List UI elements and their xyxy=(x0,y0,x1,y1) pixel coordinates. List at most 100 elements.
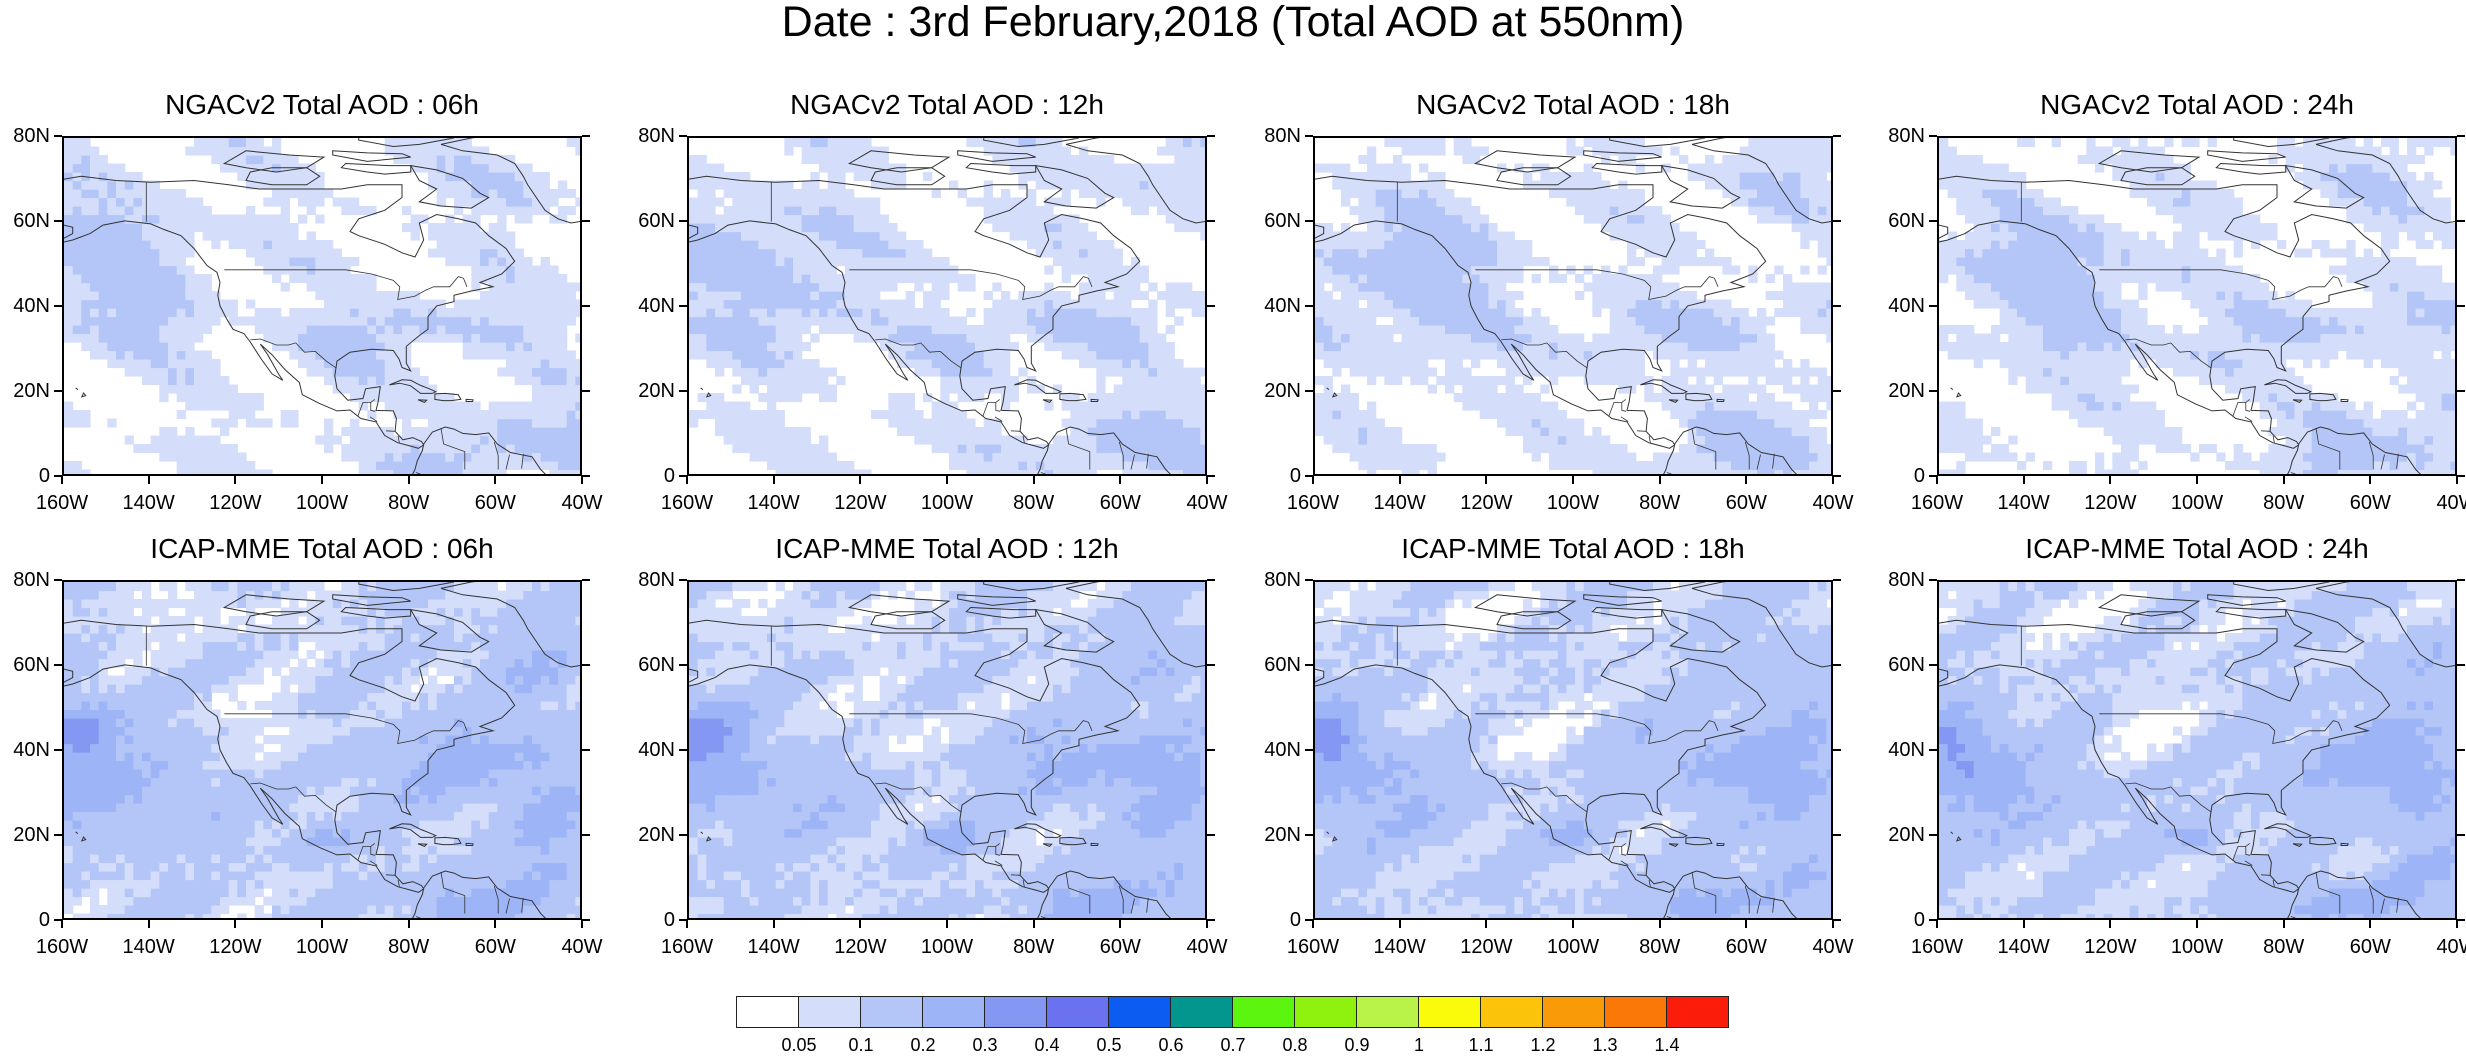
lon-tick xyxy=(407,476,410,484)
coastlines xyxy=(1315,582,1831,918)
lat-tick xyxy=(679,390,687,392)
lat-tick xyxy=(1929,135,1937,137)
lon-tick xyxy=(1658,476,1661,484)
colorbar-tick-label: 0.3 xyxy=(972,1035,998,1055)
colorbar-tick-label: 0.1 xyxy=(848,1035,874,1055)
lat-tick xyxy=(54,220,62,222)
lat-tick xyxy=(2457,579,2465,581)
lon-label: 80W xyxy=(2263,936,2305,958)
lat-tick xyxy=(679,135,687,137)
lat-tick xyxy=(1929,664,1937,666)
lon-tick xyxy=(1312,920,1314,928)
lon-label: 140W xyxy=(122,492,175,514)
lat-label: 40N xyxy=(1888,295,1925,317)
map-panel-ngac-12h: NGACv2 Total AOD : 12h 80N 60N 40N 20N 0 160W 1… xyxy=(638,89,1227,513)
lat-tick xyxy=(679,475,687,477)
lat-label: 60N xyxy=(638,654,675,676)
lat-label: 80N xyxy=(1888,569,1925,591)
aod-field xyxy=(1939,138,2455,474)
lon-label: 40W xyxy=(561,936,603,958)
lat-tick xyxy=(54,475,62,477)
colorbar-swatch xyxy=(1232,996,1295,1028)
lat-tick xyxy=(1929,834,1937,836)
lat-tick xyxy=(1833,390,1841,392)
coastlines xyxy=(689,582,1205,918)
lon-tick xyxy=(2196,476,2198,484)
lon-tick xyxy=(2282,920,2285,928)
aod-field xyxy=(1939,582,2455,918)
lon-tick xyxy=(1745,476,1748,484)
lat-tick xyxy=(1207,834,1215,836)
lat-tick xyxy=(2457,390,2465,392)
lon-label: 140W xyxy=(747,936,800,958)
lon-tick xyxy=(2456,920,2458,928)
lat-tick xyxy=(1929,579,1937,581)
lat-label: 20N xyxy=(1264,380,1301,402)
lat-tick xyxy=(1305,390,1313,392)
colorbar-tick-label: 0.5 xyxy=(1096,1035,1122,1055)
lon-tick xyxy=(1032,476,1035,484)
aod-map xyxy=(687,580,1207,920)
lon-tick xyxy=(2022,920,2025,928)
colorbar-tick-label: 1.1 xyxy=(1468,1035,1494,1055)
lat-label: 60N xyxy=(1888,210,1925,232)
lon-label: 100W xyxy=(1546,492,1600,514)
lon-label: 100W xyxy=(295,936,349,958)
lon-tick xyxy=(1398,920,1401,928)
aod-field xyxy=(1315,138,1831,474)
lon-label: 80W xyxy=(1013,492,1055,514)
panel-title: ICAP-MME Total AOD : 06h xyxy=(150,533,494,564)
lon-tick xyxy=(234,920,237,928)
coastlines xyxy=(689,138,1205,474)
lat-tick xyxy=(1305,664,1313,666)
lon-label: 60W xyxy=(1725,492,1767,514)
lat-tick xyxy=(1305,475,1313,477)
aod-map xyxy=(62,136,582,476)
lon-tick xyxy=(2109,920,2112,928)
lat-tick xyxy=(1929,919,1937,921)
lat-label: 40N xyxy=(13,739,50,761)
lon-tick xyxy=(2282,476,2285,484)
colorbar-tick-label: 1 xyxy=(1413,1035,1424,1055)
lat-tick xyxy=(1833,834,1841,836)
lon-label: 100W xyxy=(920,936,974,958)
map-panel-ngac-18h: NGACv2 Total AOD : 18h 80N 60N 40N 20N 0 160W 1… xyxy=(1264,89,1853,513)
lon-tick xyxy=(2369,476,2372,484)
lon-label: 100W xyxy=(2170,936,2224,958)
lon-label: 120W xyxy=(834,936,887,958)
aod-map-canvas xyxy=(1939,582,2455,918)
lon-tick xyxy=(1936,476,1938,484)
colorbar-tick-label: 0.05 xyxy=(781,1035,817,1055)
lat-tick xyxy=(582,135,590,137)
lon-label: 80W xyxy=(1013,936,1055,958)
lon-label: 140W xyxy=(747,492,800,514)
aod-map-canvas xyxy=(64,582,580,918)
lon-label: 120W xyxy=(209,492,262,514)
lon-tick xyxy=(494,476,497,484)
lat-label: 60N xyxy=(1264,210,1301,232)
lat-tick xyxy=(1929,220,1937,222)
lon-label: 100W xyxy=(1546,936,1600,958)
lon-label: 40W xyxy=(1186,936,1228,958)
lat-label: 80N xyxy=(13,125,50,147)
lon-tick xyxy=(2456,476,2458,484)
lon-tick xyxy=(581,476,583,484)
lat-tick xyxy=(582,834,590,836)
lat-label: 80N xyxy=(1264,125,1301,147)
lat-label: 0 xyxy=(1913,465,1925,487)
lon-label: 160W xyxy=(1286,936,1340,958)
lon-tick xyxy=(407,920,410,928)
lat-label: 60N xyxy=(1264,654,1301,676)
lat-tick xyxy=(54,390,62,392)
map-panel-icap-12h: ICAP-MME Total AOD : 12h 80N 60N 40N 20N 0 160… xyxy=(638,533,1227,957)
lon-label: 160W xyxy=(35,936,89,958)
lat-label: 20N xyxy=(1888,824,1925,846)
lat-tick xyxy=(1207,305,1215,307)
lat-tick xyxy=(2457,135,2465,137)
lon-label: 40W xyxy=(1812,936,1854,958)
aod-map-canvas xyxy=(1939,138,2455,474)
aod-map xyxy=(1313,136,1833,476)
lon-tick xyxy=(686,920,688,928)
lat-tick xyxy=(679,834,687,836)
colorbar-tick-label: 0.6 xyxy=(1158,1035,1184,1055)
